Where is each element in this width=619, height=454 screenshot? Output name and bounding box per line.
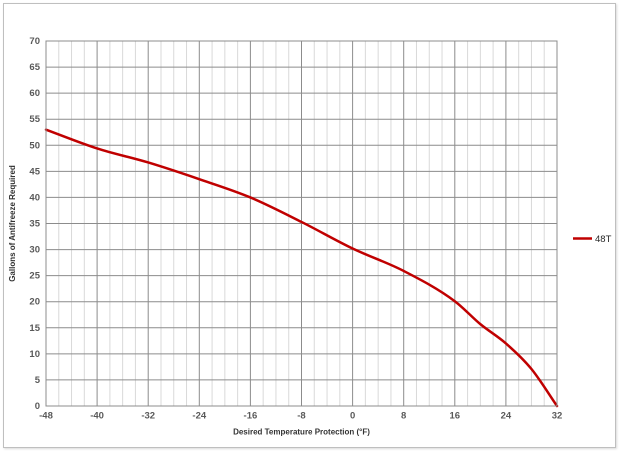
svg-text:10: 10	[29, 349, 40, 360]
svg-text:70: 70	[29, 36, 40, 47]
svg-text:45: 45	[29, 166, 40, 177]
svg-text:16: 16	[450, 411, 461, 422]
svg-text:0: 0	[350, 411, 355, 422]
svg-text:-32: -32	[141, 411, 155, 422]
svg-text:40: 40	[29, 192, 40, 203]
svg-text:Desired Temperature Protection: Desired Temperature Protection (°F)	[233, 428, 370, 437]
svg-text:30: 30	[29, 245, 40, 256]
svg-text:65: 65	[29, 62, 40, 73]
svg-text:8: 8	[401, 411, 406, 422]
svg-text:-16: -16	[244, 411, 258, 422]
svg-text:Gallons of Antifreeze Required: Gallons of Antifreeze Required	[8, 165, 17, 282]
svg-text:50: 50	[29, 140, 40, 151]
svg-text:32: 32	[552, 411, 563, 422]
svg-text:20: 20	[29, 297, 40, 308]
svg-text:24: 24	[501, 411, 512, 422]
svg-text:-24: -24	[192, 411, 206, 422]
svg-text:48T: 48T	[595, 234, 612, 245]
svg-text:55: 55	[29, 114, 40, 125]
svg-text:-40: -40	[90, 411, 104, 422]
svg-text:60: 60	[29, 88, 40, 99]
svg-text:-48: -48	[39, 411, 53, 422]
svg-text:-8: -8	[297, 411, 305, 422]
svg-text:15: 15	[29, 323, 40, 334]
svg-text:25: 25	[29, 271, 40, 282]
svg-text:35: 35	[29, 219, 40, 230]
svg-text:5: 5	[35, 375, 41, 386]
